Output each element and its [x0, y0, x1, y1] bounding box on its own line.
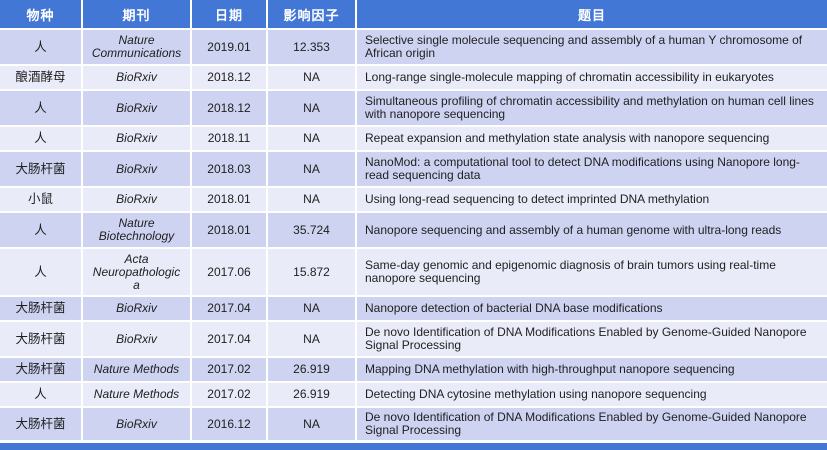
- date-cell: 2017.04: [192, 322, 268, 358]
- date-cell: 2018.11: [192, 127, 268, 152]
- impact-factor-cell: NA: [268, 322, 357, 358]
- header-row: 物种 期刊 日期 影响因子 题目: [0, 0, 827, 30]
- date-cell: 2019.01: [192, 30, 268, 66]
- species-cell: 小鼠: [0, 188, 83, 213]
- journal-cell: BioRxiv: [83, 297, 192, 322]
- impact-factor-cell: 35.724: [268, 213, 357, 249]
- impact-factor-cell: 26.919: [268, 383, 357, 408]
- date-cell: 2018.03: [192, 152, 268, 188]
- journal-cell: BioRxiv: [83, 188, 192, 213]
- species-cell: 酿酒酵母: [0, 66, 83, 91]
- table-row: 人 BioRxiv 2018.12 NA Simultaneous profiling …: [0, 91, 827, 127]
- species-cell: 大肠杆菌: [0, 152, 83, 188]
- date-cell: 2017.02: [192, 383, 268, 408]
- impact-factor-cell: NA: [268, 188, 357, 213]
- table-row: 大肠杆菌 Nature Methods 2017.02 26.919 Mapping D…: [0, 358, 827, 383]
- table-body: 人 Nature Communications 2019.01 12.353 Selec…: [0, 30, 827, 442]
- impact-factor-cell: NA: [268, 297, 357, 322]
- species-cell: 人: [0, 30, 83, 66]
- species-cell: 大肠杆菌: [0, 358, 83, 383]
- title-cell: De novo Identification of DNA Modificati…: [357, 322, 827, 358]
- journal-cell: Nature Biotechnology: [83, 213, 192, 249]
- title-cell: NanoMod: a computational tool to detect …: [357, 152, 827, 188]
- column-header-journal: 期刊: [83, 0, 192, 30]
- title-cell: De novo Identification of DNA Modificati…: [357, 408, 827, 442]
- date-cell: 2018.01: [192, 213, 268, 249]
- title-cell: Same-day genomic and epigenomic diagnosi…: [357, 249, 827, 297]
- column-header-date: 日期: [192, 0, 268, 30]
- species-cell: 大肠杆菌: [0, 408, 83, 442]
- column-header-species: 物种: [0, 0, 83, 30]
- table-row: 人 Nature Communications 2019.01 12.353 Selec…: [0, 30, 827, 66]
- date-cell: 2017.04: [192, 297, 268, 322]
- impact-factor-cell: NA: [268, 91, 357, 127]
- date-cell: 2018.12: [192, 66, 268, 91]
- next-table-header-strip: [0, 443, 827, 450]
- title-cell: Long-range single-molecule mapping of ch…: [357, 66, 827, 91]
- title-cell: Nanopore sequencing and assembly of a hu…: [357, 213, 827, 249]
- species-cell: 大肠杆菌: [0, 297, 83, 322]
- title-cell: Simultaneous profiling of chromatin acce…: [357, 91, 827, 127]
- journal-cell: Nature Methods: [83, 358, 192, 383]
- table-row: 大肠杆菌 BioRxiv 2017.04 NA Nanopore detection o…: [0, 297, 827, 322]
- date-cell: 2016.12: [192, 408, 268, 442]
- table-row: 大肠杆菌 BioRxiv 2016.12 NA De novo Identificati…: [0, 408, 827, 442]
- impact-factor-cell: NA: [268, 66, 357, 91]
- journal-cell: BioRxiv: [83, 127, 192, 152]
- title-cell: Nanopore detection of bacterial DNA base…: [357, 297, 827, 322]
- title-cell: Selective single molecule sequencing and…: [357, 30, 827, 66]
- journal-cell: Nature Communications: [83, 30, 192, 66]
- title-cell: Detecting DNA cytosine methylation using…: [357, 383, 827, 408]
- column-header-title: 题目: [357, 0, 827, 30]
- journal-cell: BioRxiv: [83, 408, 192, 442]
- date-cell: 2018.12: [192, 91, 268, 127]
- table-row: 大肠杆菌 BioRxiv 2018.03 NA NanoMod: a computati…: [0, 152, 827, 188]
- journal-cell: Acta Neuropathologica: [83, 249, 192, 297]
- journal-cell: BioRxiv: [83, 322, 192, 358]
- date-cell: 2017.06: [192, 249, 268, 297]
- date-cell: 2018.01: [192, 188, 268, 213]
- impact-factor-cell: NA: [268, 408, 357, 442]
- title-cell: Repeat expansion and methylation state a…: [357, 127, 827, 152]
- impact-factor-cell: NA: [268, 152, 357, 188]
- impact-factor-cell: 26.919: [268, 358, 357, 383]
- journal-cell: BioRxiv: [83, 66, 192, 91]
- table-row: 人 Nature Biotechnology 2018.01 35.724 Nanopo…: [0, 213, 827, 249]
- column-header-impact-factor: 影响因子: [268, 0, 357, 30]
- table-row: 小鼠 BioRxiv 2018.01 NA Using long-read sequen…: [0, 188, 827, 213]
- species-cell: 人: [0, 249, 83, 297]
- species-cell: 人: [0, 127, 83, 152]
- date-cell: 2017.02: [192, 358, 268, 383]
- journal-cell: BioRxiv: [83, 152, 192, 188]
- journal-cell: BioRxiv: [83, 91, 192, 127]
- impact-factor-cell: 15.872: [268, 249, 357, 297]
- table-row: 酿酒酵母 BioRxiv 2018.12 NA Long-range single-mo…: [0, 66, 827, 91]
- title-cell: Mapping DNA methylation with high-throug…: [357, 358, 827, 383]
- species-cell: 大肠杆菌: [0, 322, 83, 358]
- species-cell: 人: [0, 383, 83, 408]
- title-cell: Using long-read sequencing to detect imp…: [357, 188, 827, 213]
- impact-factor-cell: 12.353: [268, 30, 357, 66]
- impact-factor-cell: NA: [268, 127, 357, 152]
- species-cell: 人: [0, 91, 83, 127]
- table-row: 人 Acta Neuropathologica 2017.06 15.872 Same-…: [0, 249, 827, 297]
- table-row: 人 BioRxiv 2018.11 NA Repeat expansion and me…: [0, 127, 827, 152]
- species-cell: 人: [0, 213, 83, 249]
- journal-cell: Nature Methods: [83, 383, 192, 408]
- table-row: 人 Nature Methods 2017.02 26.919 Detecting DN…: [0, 383, 827, 408]
- table-row: 大肠杆菌 BioRxiv 2017.04 NA De novo Identificati…: [0, 322, 827, 358]
